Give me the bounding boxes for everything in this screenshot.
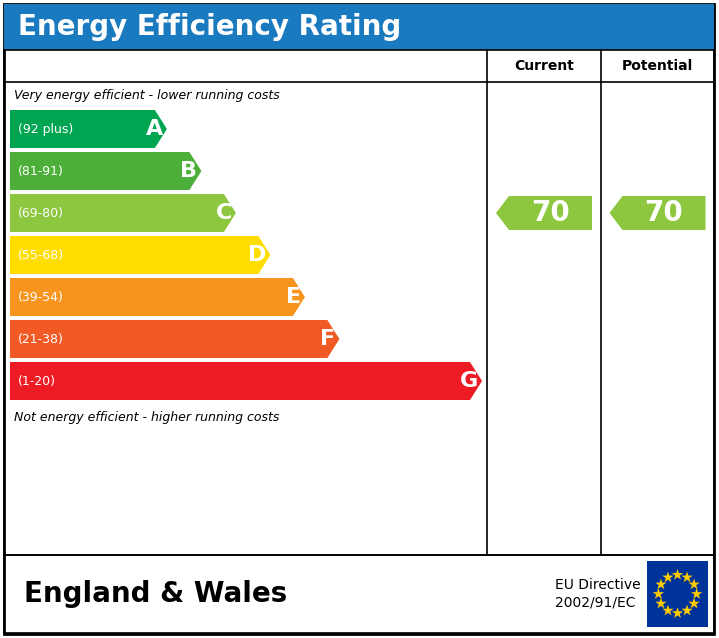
Text: (81-91): (81-91) xyxy=(18,165,64,177)
Text: (21-38): (21-38) xyxy=(18,332,64,346)
Polygon shape xyxy=(682,572,692,582)
Text: D: D xyxy=(248,245,267,265)
Text: G: G xyxy=(459,371,478,391)
Text: F: F xyxy=(320,329,335,349)
Polygon shape xyxy=(653,588,664,599)
Polygon shape xyxy=(10,236,270,274)
Text: (69-80): (69-80) xyxy=(18,207,64,219)
Polygon shape xyxy=(10,320,339,358)
Text: C: C xyxy=(216,203,232,223)
Text: England & Wales: England & Wales xyxy=(24,580,288,608)
Text: Very energy efficient - lower running costs: Very energy efficient - lower running co… xyxy=(14,89,280,103)
Polygon shape xyxy=(10,194,236,232)
Text: Current: Current xyxy=(514,59,574,73)
Polygon shape xyxy=(662,605,674,616)
Polygon shape xyxy=(655,579,667,590)
Text: EU Directive: EU Directive xyxy=(555,578,641,592)
Polygon shape xyxy=(10,110,167,148)
Text: (92 plus): (92 plus) xyxy=(18,122,73,135)
Polygon shape xyxy=(655,598,667,609)
Text: 2002/91/EC: 2002/91/EC xyxy=(555,596,636,610)
Polygon shape xyxy=(10,278,305,316)
Polygon shape xyxy=(672,569,683,580)
Text: B: B xyxy=(180,161,198,181)
Text: (1-20): (1-20) xyxy=(18,375,56,387)
Text: 70: 70 xyxy=(531,199,570,227)
Bar xyxy=(4,4,714,50)
Bar xyxy=(647,561,708,627)
Text: (39-54): (39-54) xyxy=(18,290,64,304)
Polygon shape xyxy=(496,196,592,230)
Text: (55-68): (55-68) xyxy=(18,248,64,262)
Polygon shape xyxy=(672,607,683,618)
Polygon shape xyxy=(688,579,700,590)
Text: Potential: Potential xyxy=(622,59,693,73)
Polygon shape xyxy=(691,588,702,599)
Polygon shape xyxy=(682,605,692,616)
Polygon shape xyxy=(662,572,674,582)
Polygon shape xyxy=(10,362,482,400)
Text: A: A xyxy=(146,119,163,139)
Polygon shape xyxy=(10,152,201,190)
Polygon shape xyxy=(688,598,700,609)
Text: E: E xyxy=(285,287,301,307)
Text: 70: 70 xyxy=(645,199,683,227)
Text: Energy Efficiency Rating: Energy Efficiency Rating xyxy=(18,13,401,41)
Polygon shape xyxy=(610,196,705,230)
Text: Not energy efficient - higher running costs: Not energy efficient - higher running co… xyxy=(14,412,280,424)
